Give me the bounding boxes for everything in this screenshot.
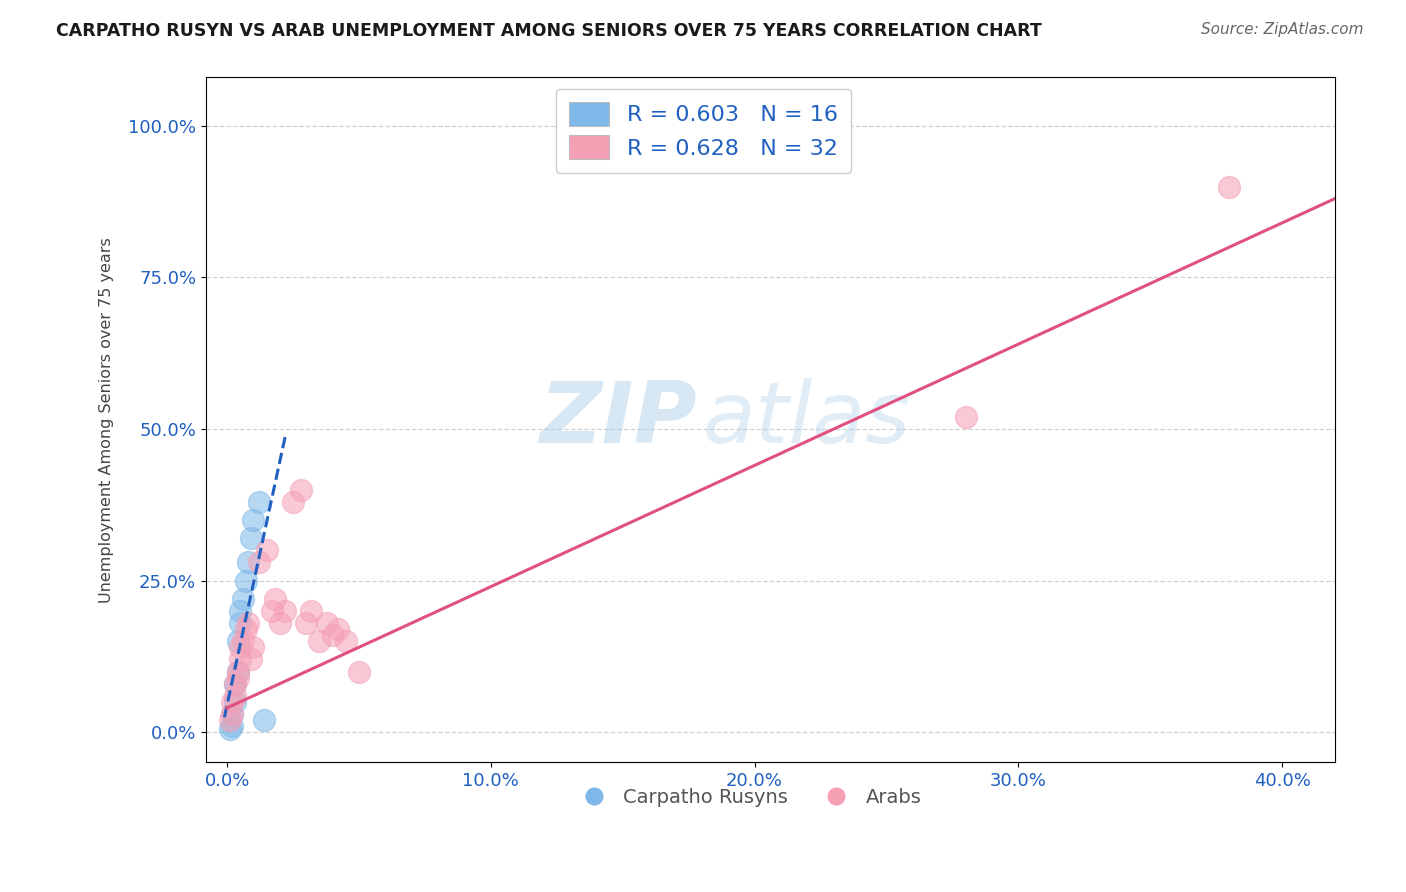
Point xyxy=(229,652,252,666)
Point xyxy=(242,513,264,527)
Point xyxy=(235,574,257,588)
Point xyxy=(301,604,323,618)
Point xyxy=(229,604,252,618)
Point xyxy=(232,591,254,606)
Point xyxy=(238,556,260,570)
Point xyxy=(239,652,262,666)
Point xyxy=(226,671,249,685)
Point xyxy=(290,483,312,497)
Point xyxy=(239,531,262,545)
Point xyxy=(229,615,252,630)
Point xyxy=(221,719,243,733)
Text: atlas: atlas xyxy=(703,378,911,461)
Point xyxy=(316,615,339,630)
Point xyxy=(269,615,291,630)
Point xyxy=(247,495,270,509)
Point xyxy=(224,676,246,690)
Y-axis label: Unemployment Among Seniors over 75 years: Unemployment Among Seniors over 75 years xyxy=(100,237,114,603)
Point xyxy=(221,695,243,709)
Text: Source: ZipAtlas.com: Source: ZipAtlas.com xyxy=(1201,22,1364,37)
Point xyxy=(247,556,270,570)
Point xyxy=(221,706,243,721)
Point xyxy=(308,634,330,648)
Point xyxy=(260,604,283,618)
Point xyxy=(274,604,297,618)
Point xyxy=(232,634,254,648)
Point xyxy=(226,665,249,679)
Point xyxy=(295,615,318,630)
Text: CARPATHO RUSYN VS ARAB UNEMPLOYMENT AMONG SENIORS OVER 75 YEARS CORRELATION CHAR: CARPATHO RUSYN VS ARAB UNEMPLOYMENT AMON… xyxy=(56,22,1042,40)
Point xyxy=(263,591,285,606)
Point xyxy=(218,713,240,727)
Point xyxy=(256,543,278,558)
Point xyxy=(218,722,240,736)
Point xyxy=(224,676,246,690)
Point xyxy=(221,706,243,721)
Point xyxy=(281,495,304,509)
Point xyxy=(226,634,249,648)
Point xyxy=(226,665,249,679)
Point xyxy=(335,634,357,648)
Point xyxy=(347,665,370,679)
Point xyxy=(242,640,264,655)
Point xyxy=(955,409,977,424)
Point xyxy=(224,689,246,703)
Point xyxy=(253,713,276,727)
Legend: Carpatho Rusyns, Arabs: Carpatho Rusyns, Arabs xyxy=(567,780,929,814)
Point xyxy=(235,622,257,636)
Point xyxy=(326,622,349,636)
Point xyxy=(1218,179,1240,194)
Point xyxy=(229,640,252,655)
Point xyxy=(224,695,246,709)
Text: ZIP: ZIP xyxy=(540,378,697,461)
Point xyxy=(322,628,344,642)
Point xyxy=(238,615,260,630)
